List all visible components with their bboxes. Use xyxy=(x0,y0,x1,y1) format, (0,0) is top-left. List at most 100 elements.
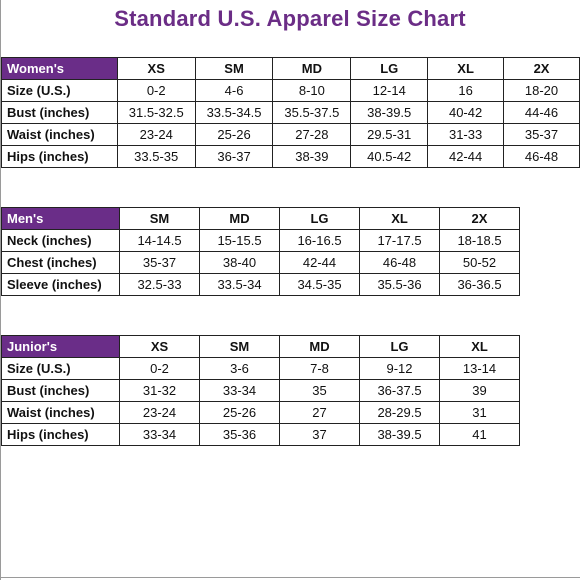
juniors-size-table: Junior's XS SM MD LG XL Size (U.S.) 0-2 … xyxy=(1,335,520,446)
table-cell: 36-36.5 xyxy=(439,273,520,296)
row-label: Hips (inches) xyxy=(1,145,118,168)
table-cell: 3-6 xyxy=(199,357,280,380)
table-cell: 15-15.5 xyxy=(199,229,280,252)
page-border-bottom xyxy=(0,577,580,578)
size-header: XL xyxy=(427,57,505,80)
size-header: SM xyxy=(119,207,200,230)
size-header: XL xyxy=(439,335,520,358)
table-cell: 42-44 xyxy=(427,145,505,168)
table-cell: 29.5-31 xyxy=(350,123,429,146)
table-row: Size (U.S.) 0-2 4-6 8-10 12-14 16 18-20 xyxy=(1,79,580,102)
size-header: XS xyxy=(116,57,196,80)
table-cell: 31.5-32.5 xyxy=(116,101,196,124)
table-cell: 32.5-33 xyxy=(119,273,200,296)
table-cell: 38-39.5 xyxy=(350,101,429,124)
row-label: Sleeve (inches) xyxy=(1,273,120,296)
table-cell: 35-37 xyxy=(119,251,200,274)
size-header: 2X xyxy=(503,57,580,80)
table-cell: 27-28 xyxy=(272,123,352,146)
table-cell: 25-26 xyxy=(199,401,280,424)
table-cell: 39 xyxy=(439,379,520,402)
table-cell: 4-6 xyxy=(194,79,274,102)
size-header: LG xyxy=(359,335,440,358)
size-header: XL xyxy=(359,207,440,230)
table-row: Chest (inches) 35-37 38-40 42-44 46-48 5… xyxy=(1,251,520,274)
table-cell: 38-39.5 xyxy=(359,423,440,446)
table-cell: 35-37 xyxy=(503,123,580,146)
table-cell: 18-20 xyxy=(503,79,580,102)
table-cell: 35.5-36 xyxy=(359,273,440,296)
table-cell: 35.5-37.5 xyxy=(272,101,352,124)
table-cell: 33-34 xyxy=(199,379,280,402)
table-row: Bust (inches) 31.5-32.5 33.5-34.5 35.5-3… xyxy=(1,101,580,124)
table-row: Hips (inches) 33-34 35-36 37 38-39.5 41 xyxy=(1,423,520,446)
table-cell: 7-8 xyxy=(279,357,360,380)
table-cell: 46-48 xyxy=(503,145,580,168)
size-header: SM xyxy=(194,57,274,80)
section-header-juniors: Junior's xyxy=(1,335,120,358)
size-header: MD xyxy=(272,57,352,80)
table-cell: 9-12 xyxy=(359,357,440,380)
table-cell: 16 xyxy=(427,79,505,102)
row-label: Bust (inches) xyxy=(1,101,118,124)
table-cell: 36-37.5 xyxy=(359,379,440,402)
row-label: Waist (inches) xyxy=(1,123,118,146)
table-cell: 40-42 xyxy=(427,101,505,124)
table-cell: 44-46 xyxy=(503,101,580,124)
table-row: Bust (inches) 31-32 33-34 35 36-37.5 39 xyxy=(1,379,520,402)
size-header: XS xyxy=(119,335,200,358)
section-header-mens: Men's xyxy=(1,207,120,230)
chart-title: Standard U.S. Apparel Size Chart xyxy=(114,6,466,31)
row-label: Chest (inches) xyxy=(1,251,120,274)
table-cell: 23-24 xyxy=(116,123,196,146)
table-row: Sleeve (inches) 32.5-33 33.5-34 34.5-35 … xyxy=(1,273,520,296)
table-cell: 17-17.5 xyxy=(359,229,440,252)
table-cell: 33.5-35 xyxy=(116,145,196,168)
table-row: Size (U.S.) 0-2 3-6 7-8 9-12 13-14 xyxy=(1,357,520,380)
size-header: MD xyxy=(279,335,360,358)
table-header-row: Women's XS SM MD LG XL 2X xyxy=(1,57,580,80)
row-label: Neck (inches) xyxy=(1,229,120,252)
page-border-left xyxy=(0,0,1,580)
mens-size-table: Men's SM MD LG XL 2X Neck (inches) 14-14… xyxy=(1,207,520,296)
table-cell: 33-34 xyxy=(119,423,200,446)
table-cell: 14-14.5 xyxy=(119,229,200,252)
table-cell: 13-14 xyxy=(439,357,520,380)
table-cell: 35-36 xyxy=(199,423,280,446)
table-cell: 50-52 xyxy=(439,251,520,274)
table-cell: 12-14 xyxy=(350,79,429,102)
table-cell: 27 xyxy=(279,401,360,424)
table-header-row: Junior's XS SM MD LG XL xyxy=(1,335,520,358)
table-cell: 42-44 xyxy=(279,251,360,274)
table-cell: 28-29.5 xyxy=(359,401,440,424)
table-cell: 0-2 xyxy=(116,79,196,102)
row-label: Size (U.S.) xyxy=(1,79,118,102)
table-cell: 36-37 xyxy=(194,145,274,168)
row-label: Size (U.S.) xyxy=(1,357,120,380)
table-cell: 35 xyxy=(279,379,360,402)
table-cell: 18-18.5 xyxy=(439,229,520,252)
table-cell: 31-32 xyxy=(119,379,200,402)
table-cell: 33.5-34 xyxy=(199,273,280,296)
size-header: LG xyxy=(350,57,429,80)
row-label: Hips (inches) xyxy=(1,423,120,446)
table-cell: 25-26 xyxy=(194,123,274,146)
table-cell: 34.5-35 xyxy=(279,273,360,296)
table-row: Waist (inches) 23-24 25-26 27-28 29.5-31… xyxy=(1,123,580,146)
row-label: Waist (inches) xyxy=(1,401,120,424)
table-cell: 46-48 xyxy=(359,251,440,274)
table-cell: 31 xyxy=(439,401,520,424)
table-cell: 38-40 xyxy=(199,251,280,274)
table-cell: 0-2 xyxy=(119,357,200,380)
table-header-row: Men's SM MD LG XL 2X xyxy=(1,207,520,230)
table-cell: 33.5-34.5 xyxy=(194,101,274,124)
table-cell: 16-16.5 xyxy=(279,229,360,252)
row-label: Bust (inches) xyxy=(1,379,120,402)
table-cell: 40.5-42 xyxy=(350,145,429,168)
table-cell: 23-24 xyxy=(119,401,200,424)
table-cell: 41 xyxy=(439,423,520,446)
size-header: LG xyxy=(279,207,360,230)
size-header: MD xyxy=(199,207,280,230)
table-row: Hips (inches) 33.5-35 36-37 38-39 40.5-4… xyxy=(1,145,580,168)
table-cell: 38-39 xyxy=(272,145,352,168)
